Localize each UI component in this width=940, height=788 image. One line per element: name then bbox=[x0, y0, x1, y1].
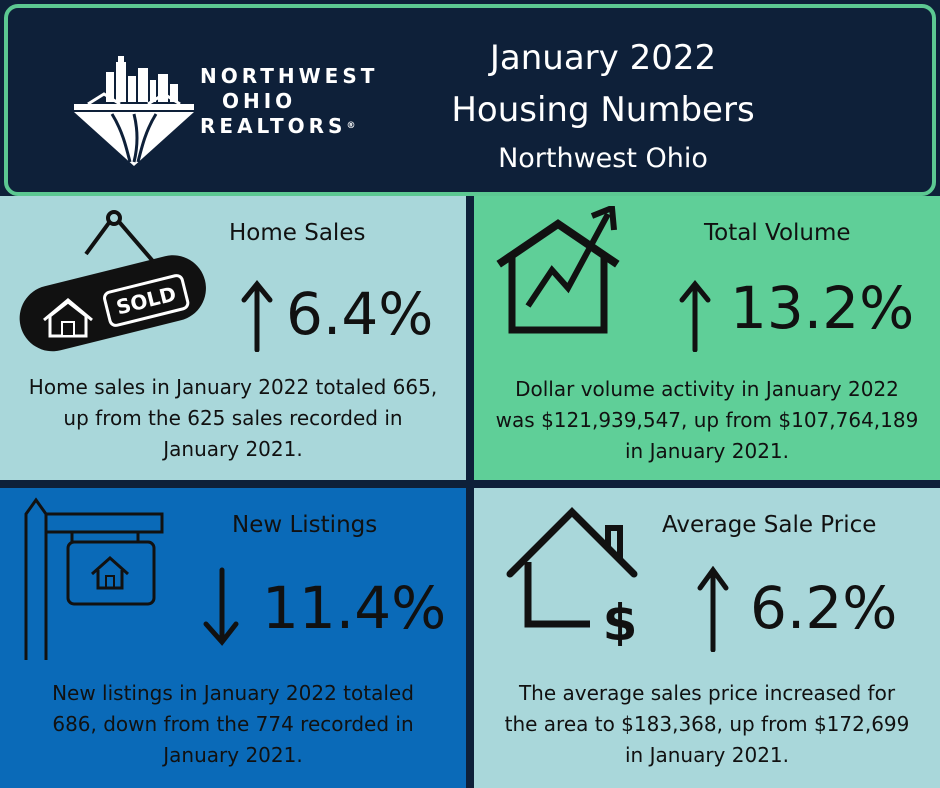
average-sale-price-description: The average sales price increased for th… bbox=[474, 678, 940, 771]
home-sales-panel: SOLD Home Sales 6.4% Home sales in Janua… bbox=[0, 196, 466, 480]
desc-line: Dollar volume activity in January 2022 bbox=[515, 377, 899, 401]
total-volume-label: Total Volume bbox=[704, 220, 851, 246]
header-banner: NORTHWEST OHIO REALTORS® January 2022 Ho… bbox=[4, 4, 936, 196]
average-sale-price-label: Average Sale Price bbox=[662, 512, 877, 538]
arrow-up-icon bbox=[241, 280, 273, 352]
desc-line: Home sales in January 2022 totaled 665, bbox=[28, 375, 438, 399]
desc-line: in January 2021. bbox=[624, 439, 790, 463]
home-sales-label: Home Sales bbox=[229, 220, 366, 246]
logo-line-1: NORTHWEST bbox=[200, 64, 379, 88]
total-volume-description: Dollar volume activity in January 2022 w… bbox=[474, 374, 940, 467]
sold-sign-icon: SOLD bbox=[19, 210, 206, 352]
home-sales-description: Home sales in January 2022 totaled 665, … bbox=[0, 372, 466, 465]
house-trend-icon bbox=[496, 206, 620, 334]
arrow-up-icon bbox=[679, 280, 711, 352]
desc-line: in January 2021. bbox=[624, 743, 790, 767]
home-sales-change: 6.4% bbox=[286, 280, 434, 348]
region-label: Northwest Ohio bbox=[498, 143, 708, 174]
new-listings-panel: New Listings 11.4% New listings in Janua… bbox=[0, 488, 466, 788]
new-listings-change: 11.4% bbox=[262, 574, 447, 642]
title-block: January 2022 Housing Numbers Northwest O… bbox=[408, 32, 798, 182]
logo-line-2: OHIO bbox=[222, 89, 297, 113]
house-dollar-icon: $ bbox=[506, 507, 638, 646]
new-listings-description: New listings in January 2022 totaled 686… bbox=[0, 678, 466, 771]
registered-mark: ® bbox=[346, 121, 356, 131]
new-listings-label: New Listings bbox=[232, 512, 378, 538]
average-sale-price-panel: $ Average Sale Price 6.2% The average sa… bbox=[474, 488, 940, 788]
northwest-ohio-realtors-logo: NORTHWEST OHIO REALTORS® bbox=[64, 50, 374, 170]
desc-line: was $121,939,547, up from $107,764,189 bbox=[495, 408, 919, 432]
logo-wordmark: NORTHWEST OHIO REALTORS® bbox=[200, 64, 378, 139]
desc-line: up from the 625 sales recorded in bbox=[63, 406, 403, 430]
svg-text:$: $ bbox=[603, 594, 638, 646]
total-volume-panel: Total Volume 13.2% Dollar volume activit… bbox=[474, 196, 940, 480]
arrow-down-icon bbox=[203, 567, 239, 646]
average-sale-price-change: 6.2% bbox=[750, 574, 898, 642]
desc-line: New listings in January 2022 totaled bbox=[52, 681, 414, 705]
page-subtitle: Housing Numbers bbox=[451, 90, 755, 130]
arrow-up-icon bbox=[697, 566, 729, 652]
skyline-road-icon bbox=[74, 56, 194, 166]
desc-line: January 2021. bbox=[163, 743, 303, 767]
logo-line-3: REALTORS bbox=[200, 114, 347, 138]
desc-line: the area to $183,368, up from $172,699 bbox=[504, 712, 910, 736]
desc-line: January 2021. bbox=[163, 437, 303, 461]
page-title: January 2022 bbox=[489, 38, 717, 78]
total-volume-change: 13.2% bbox=[730, 274, 915, 342]
desc-line: The average sales price increased for bbox=[518, 681, 896, 705]
desc-line: 686, down from the 774 recorded in bbox=[52, 712, 414, 736]
listing-signpost-icon bbox=[24, 497, 164, 660]
